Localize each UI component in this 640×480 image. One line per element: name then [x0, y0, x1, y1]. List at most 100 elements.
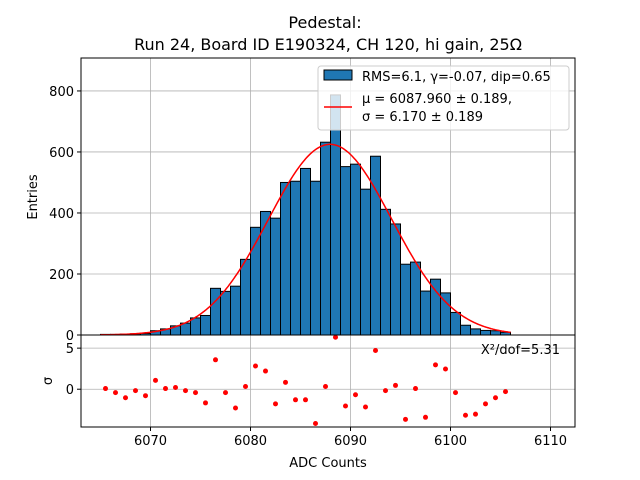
histogram-bar: [300, 167, 311, 336]
residual-y-ticks: 05: [66, 342, 81, 398]
histogram-bar: [360, 188, 371, 336]
residual-point: [263, 368, 268, 374]
x-tick-label: 6090: [334, 434, 367, 449]
residual-y-tick-label: 5: [66, 342, 74, 357]
histogram-bar: [450, 311, 461, 336]
histogram-bar: [340, 166, 351, 336]
residual-point: [123, 395, 128, 401]
legend-fit-label-1: μ = 6087.960 ± 0.189,: [362, 92, 512, 107]
x-tick-label: 6070: [134, 434, 167, 449]
gaussian-fit-curve: [100, 143, 511, 336]
residual-grid: [81, 335, 575, 427]
residual-point: [503, 389, 508, 395]
residual-point: [213, 357, 218, 363]
residual-point: [283, 379, 288, 385]
residual-point: [173, 384, 178, 390]
residual-point: [203, 400, 208, 406]
chi2-annotation: Χ²/dof=5.31: [481, 343, 560, 358]
histogram-bar: [310, 180, 321, 336]
x-tick-label: 6110: [534, 434, 567, 449]
main-y-ticks: 0 200 400 600 800: [49, 85, 81, 344]
histogram-bar: [320, 141, 331, 336]
residual-point: [353, 392, 358, 398]
histogram-bar: [460, 324, 471, 336]
histogram-bar: [380, 208, 391, 336]
legend-box: [317, 65, 570, 131]
legend-hist-swatch: [323, 69, 353, 81]
residual-point: [343, 403, 348, 409]
histogram-bar: [220, 290, 231, 336]
residual-point: [183, 388, 188, 394]
residual-point: [243, 384, 248, 390]
histogram-bar: [200, 314, 211, 336]
histogram-bar: [290, 180, 301, 336]
residual-point: [363, 404, 368, 410]
histogram-bar: [400, 263, 411, 336]
histogram-bar: [480, 329, 491, 336]
residual-point: [393, 382, 398, 388]
x-ticks: 6070 6080 6090 6100 6110: [134, 427, 567, 449]
residual-point: [133, 388, 138, 394]
residual-y-tick-label: 0: [66, 383, 74, 398]
y-tick-label: 400: [49, 207, 74, 222]
residual-point: [473, 411, 478, 417]
residual-point: [453, 390, 458, 396]
residual-point: [313, 420, 318, 426]
histogram-bars: [100, 94, 511, 336]
y-axis-label: Entries: [26, 174, 41, 220]
residual-point: [463, 412, 468, 418]
residual-point: [293, 397, 298, 403]
histogram-bar: [390, 223, 401, 336]
histogram-bar: [420, 290, 431, 336]
residual-axes-frame: [80, 334, 576, 428]
residual-point: [323, 384, 328, 390]
residual-point: [113, 390, 118, 396]
residual-points: [103, 334, 508, 426]
residual-point: [103, 386, 108, 392]
legend-fit-label-2: σ = 6.170 ± 0.189: [362, 110, 483, 125]
y-tick-label: 600: [49, 146, 74, 161]
residual-point: [383, 388, 388, 394]
residual-point: [373, 348, 378, 354]
residual-point: [333, 334, 338, 340]
histogram-bar: [490, 330, 501, 336]
histogram-bar: [280, 181, 291, 336]
residual-point: [253, 363, 258, 369]
residual-point: [433, 362, 438, 368]
residual-point: [273, 401, 278, 407]
residual-point: [163, 386, 168, 392]
residual-point: [153, 377, 158, 383]
y-tick-label: 0: [66, 329, 74, 344]
y-tick-label: 200: [49, 268, 74, 283]
legend: RMS=6.1, γ=-0.07, dip=0.65 μ = 6087.960 …: [317, 65, 570, 131]
residual-point: [423, 414, 428, 420]
x-axis-label: ADC Counts: [289, 456, 367, 471]
residual-point: [403, 416, 408, 422]
chart-title-line1: Pedestal:: [288, 13, 361, 32]
histogram-bar: [270, 217, 281, 336]
residual-point: [493, 395, 498, 401]
histogram-bar: [240, 258, 251, 336]
residual-point: [483, 401, 488, 407]
x-tick-label: 6100: [434, 434, 467, 449]
histogram-bar: [210, 287, 221, 336]
residual-point: [233, 405, 238, 411]
residual-point: [303, 397, 308, 403]
chart-title-line2: Run 24, Board ID E190324, CH 120, hi gai…: [134, 35, 522, 54]
histogram-bar: [190, 317, 201, 336]
y-tick-label: 800: [49, 85, 74, 100]
histogram-bar: [330, 94, 341, 336]
residual-point: [223, 390, 228, 396]
histogram-bar: [410, 261, 421, 336]
residual-point: [443, 366, 448, 372]
residual-point: [143, 393, 148, 399]
histogram-bar: [470, 328, 481, 336]
histogram-bar: [230, 285, 241, 336]
residual-y-axis-label: σ: [41, 377, 56, 385]
histogram-bar: [350, 163, 361, 336]
residual-point: [413, 386, 418, 392]
residual-point: [193, 390, 198, 396]
x-tick-label: 6080: [234, 434, 267, 449]
legend-hist-label: RMS=6.1, γ=-0.07, dip=0.65: [362, 70, 551, 85]
